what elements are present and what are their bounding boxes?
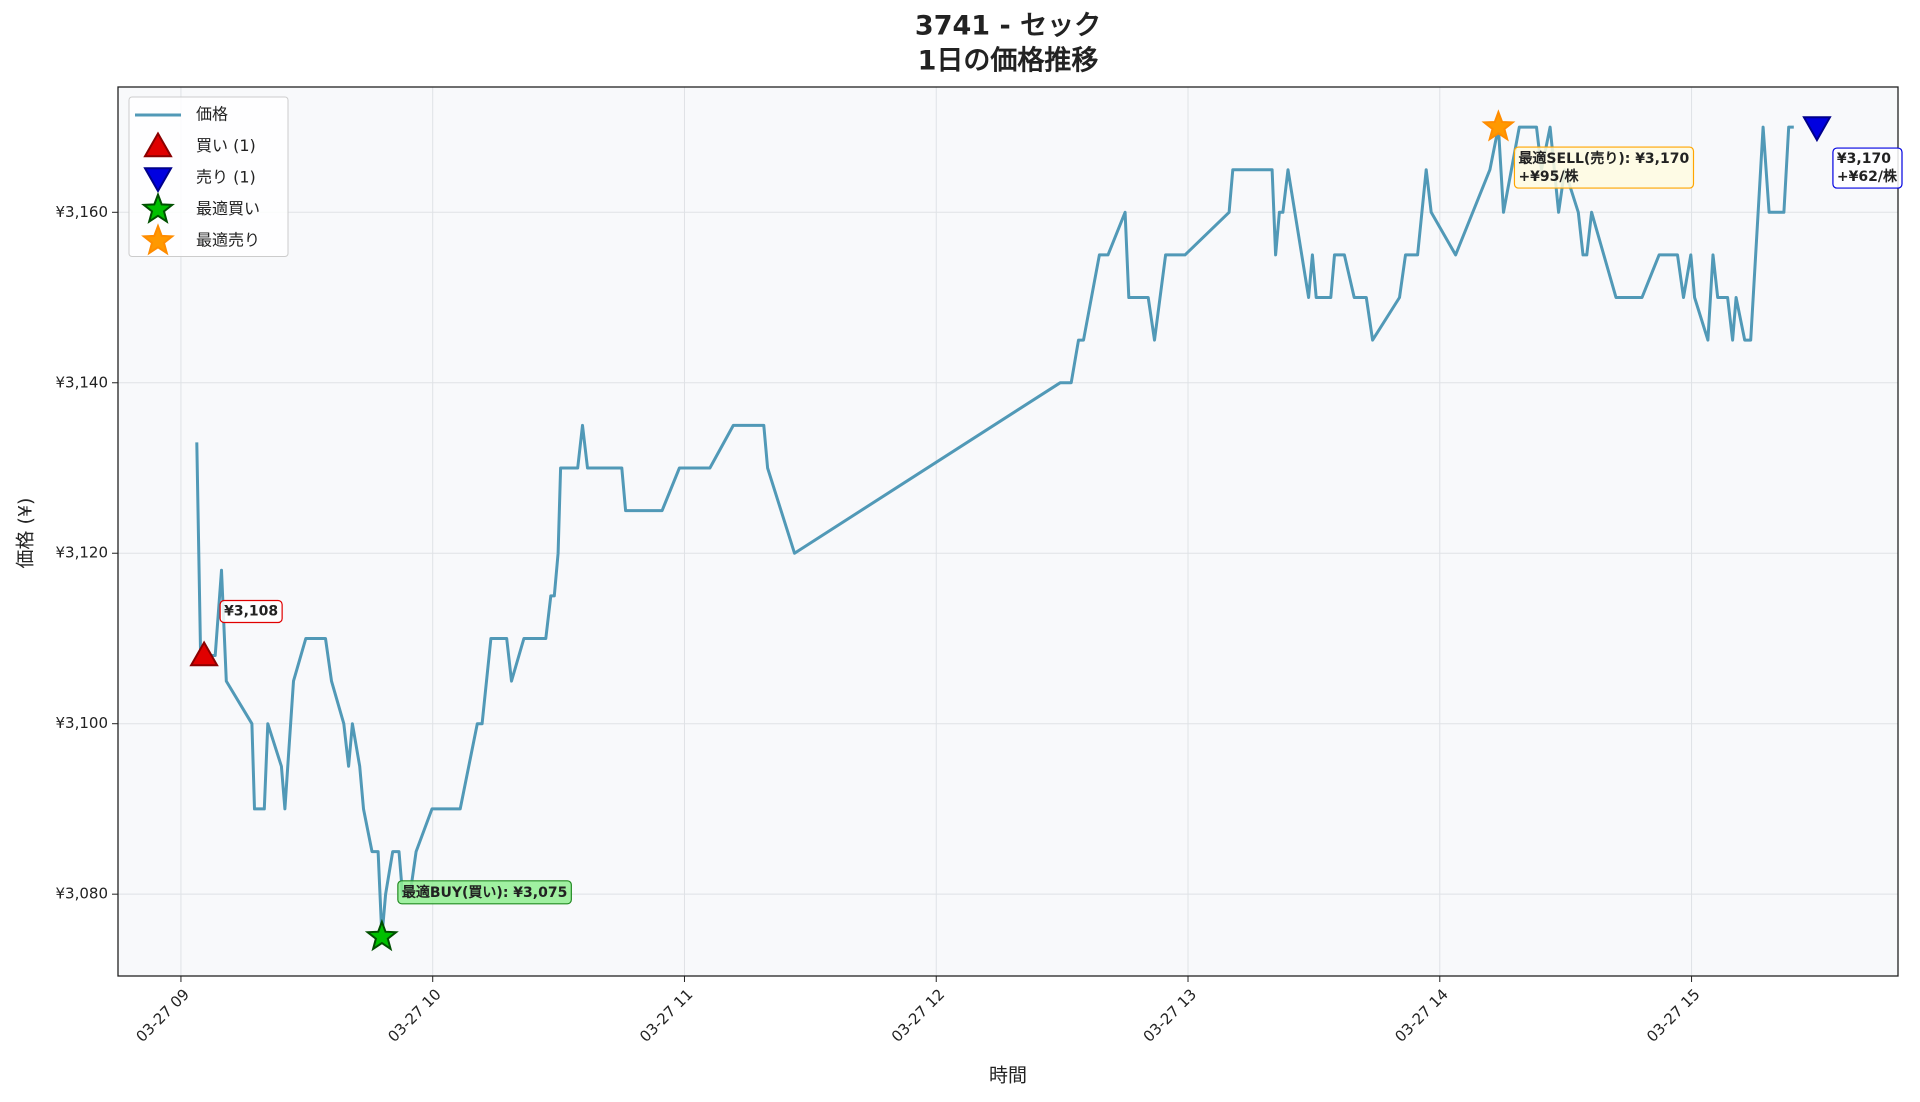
annotation: 最適BUY(買い): ¥3,075 [397,880,572,905]
y-axis-label: 価格 (¥) [15,498,37,569]
annotation-text: +¥62/株 [1837,168,1898,185]
plot-area [118,87,1898,976]
x-tick-label: 03-27 12 [888,985,948,1045]
annotation: 最適SELL(売り): ¥3,170+¥95/株 [1513,146,1695,189]
x-tick-label: 03-27 11 [636,985,696,1045]
legend-label: 売り (1) [196,168,256,187]
x-tick-label: 03-27 09 [133,985,193,1045]
marker [1481,109,1516,142]
x-tick-label: 03-27 14 [1391,985,1451,1045]
legend-box [128,96,289,257]
legend-marker [141,223,175,256]
marker [189,640,219,667]
x-tick-label: 03-27 15 [1643,985,1703,1045]
annotation-box [1832,147,1903,189]
annotation-text: 最適BUY(買い): ¥3,075 [402,884,567,901]
y-tick-label: ¥3,120 [56,544,109,562]
marker [364,918,399,952]
legend-marker [143,167,173,194]
legend-label: 買い (1) [196,136,256,155]
marker [1802,116,1832,143]
y-tick-label: ¥3,080 [56,885,109,903]
annotation-text: ¥3,108 [224,604,278,620]
y-tick-label: ¥3,100 [56,714,109,732]
legend-marker [141,191,175,224]
x-axis-label: 時間 [989,1065,1027,1087]
y-tick-label: ¥3,140 [56,373,109,391]
plot-frame [117,86,1899,977]
chart-subtitle: 1日の価格推移 [918,46,1099,77]
annotation-box [397,880,572,905]
legend-label: 価格 [196,105,228,124]
legend-marker [143,131,173,158]
legend-label: 最適売り [196,231,260,250]
y-tick-label: ¥3,160 [56,203,109,221]
x-tick-label: 03-27 13 [1140,985,1200,1045]
annotation-box [219,599,283,624]
annotation: ¥3,108 [219,599,283,624]
annotation-box [1513,146,1695,189]
x-tick-label: 03-27 10 [384,985,444,1045]
price-line [195,125,1794,939]
legend-label: 最適買い [196,199,260,218]
annotation: ¥3,170+¥62/株 [1832,147,1903,189]
annotation-text: 最適SELL(売り): ¥3,170 [1518,150,1689,167]
annotation-text: ¥3,170 [1837,151,1891,167]
chart-title: 3741 - セック [915,11,1101,42]
annotation-text: +¥95/株 [1518,168,1579,185]
